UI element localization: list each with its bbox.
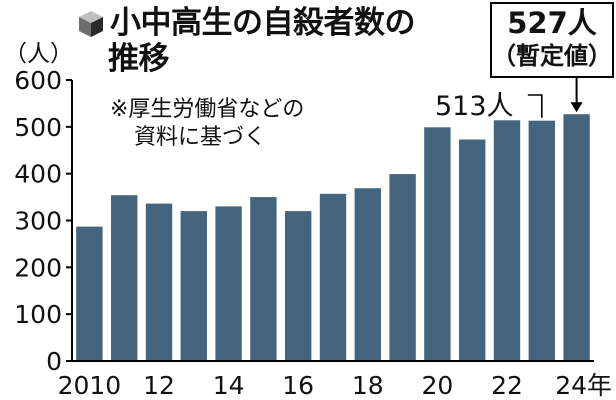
bar-2010 xyxy=(76,226,103,361)
x-tick-label-2024: 24年 xyxy=(555,371,612,400)
callout-provisional-note: （暫定値） xyxy=(492,42,612,70)
callout-pointer-arrow xyxy=(570,102,583,113)
bar-2022 xyxy=(493,120,521,361)
bars-group xyxy=(76,114,590,361)
bar-2013 xyxy=(180,211,207,361)
chart-title-line2: 推移 xyxy=(108,41,170,77)
y-axis-unit-label: （人） xyxy=(4,41,73,67)
x-tick-label-2014: 14 xyxy=(213,371,245,400)
y-tick-label-200: 200 xyxy=(14,253,62,282)
x-axis-ticks: 2010 12 14 16 18 20 22 24年 xyxy=(58,371,612,400)
bar-2023 xyxy=(528,120,555,361)
y-tick-label-0: 0 xyxy=(46,347,62,376)
y-axis-ticks: 0 100 200 300 400 500 600 xyxy=(14,66,72,376)
y-tick-label-500: 500 xyxy=(14,113,62,142)
annotation-513-label: 513人 xyxy=(435,91,514,122)
callout-527-box: 527人 （暫定値） xyxy=(490,2,614,78)
x-tick-label-2012: 12 xyxy=(143,371,175,400)
y-tick-label-300: 300 xyxy=(14,207,62,236)
bar-2012 xyxy=(145,203,173,361)
bar-2011 xyxy=(111,195,138,361)
bar-2015 xyxy=(250,197,277,361)
bar-2020 xyxy=(424,127,451,361)
bar-2021 xyxy=(459,139,486,361)
bar-2017 xyxy=(319,193,347,361)
y-tick-label-100: 100 xyxy=(14,300,62,329)
bar-2018 xyxy=(354,188,381,361)
bar-2016 xyxy=(285,211,312,361)
x-tick-label-2010: 2010 xyxy=(58,371,122,400)
x-tick-label-2020: 20 xyxy=(421,371,453,400)
x-tick-label-2018: 18 xyxy=(352,371,384,400)
bar-2024 xyxy=(563,114,590,361)
x-tick-label-2022: 22 xyxy=(491,371,523,400)
bar-2019 xyxy=(389,174,416,361)
cube-icon xyxy=(79,11,103,37)
x-tick-label-2016: 16 xyxy=(282,371,314,400)
source-note-line2: 資料に基づく xyxy=(134,125,267,150)
chart-title-line1: 小中高生の自殺者数の xyxy=(110,5,416,41)
source-note-line1: ※厚生労働省などの xyxy=(110,97,305,122)
y-tick-label-400: 400 xyxy=(14,160,62,189)
y-tick-label-600: 600 xyxy=(14,66,62,95)
bar-2014 xyxy=(215,206,242,361)
annotation-513-bracket xyxy=(527,94,543,118)
callout-527-value: 527人 xyxy=(507,6,597,40)
